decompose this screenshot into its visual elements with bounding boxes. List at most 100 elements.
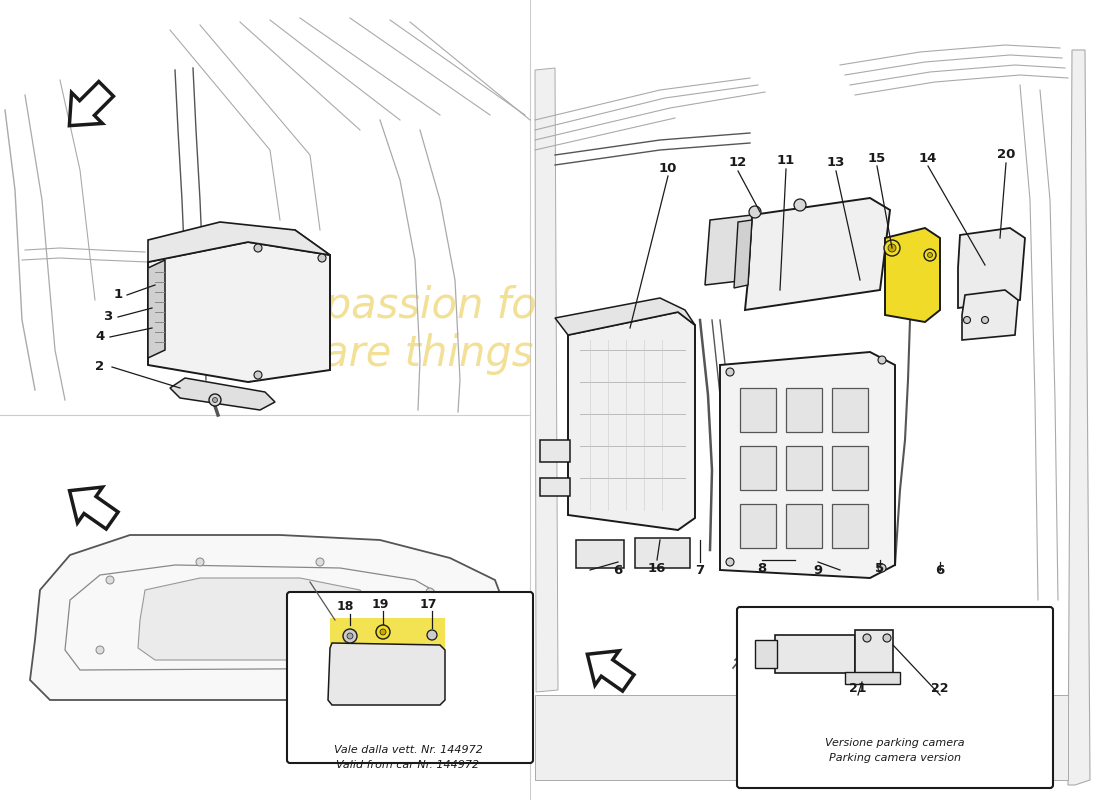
Circle shape [427, 630, 437, 640]
Text: 20: 20 [997, 149, 1015, 162]
Circle shape [106, 576, 114, 584]
Polygon shape [705, 215, 752, 285]
Text: 11: 11 [777, 154, 795, 167]
Bar [776, 635, 855, 673]
Text: 9: 9 [813, 563, 823, 577]
Text: Valid from car Nr. 144972: Valid from car Nr. 144972 [337, 760, 480, 770]
Text: 4: 4 [96, 330, 104, 343]
FancyBboxPatch shape [737, 607, 1053, 788]
Text: 2: 2 [96, 361, 104, 374]
Text: 7: 7 [695, 563, 705, 577]
Circle shape [446, 644, 454, 652]
Circle shape [878, 564, 886, 572]
Circle shape [888, 244, 896, 252]
Bar [740, 504, 776, 548]
Polygon shape [148, 242, 330, 382]
Circle shape [864, 634, 871, 642]
Polygon shape [148, 260, 165, 358]
Polygon shape [248, 230, 330, 382]
Bar [786, 388, 822, 432]
Polygon shape [734, 220, 752, 288]
Polygon shape [69, 487, 118, 529]
Circle shape [254, 371, 262, 379]
Circle shape [749, 206, 761, 218]
Text: 14: 14 [918, 151, 937, 165]
Circle shape [318, 254, 326, 262]
Bar [740, 388, 776, 432]
Circle shape [254, 244, 262, 252]
Text: 10: 10 [659, 162, 678, 174]
Bar [832, 388, 868, 432]
Bar [540, 478, 570, 496]
Circle shape [794, 199, 806, 211]
Polygon shape [745, 198, 890, 310]
Text: 17: 17 [419, 598, 437, 610]
Polygon shape [535, 695, 1068, 780]
Text: Versione parking camera: Versione parking camera [825, 738, 965, 748]
Text: a passion for
rare things: a passion for rare things [286, 285, 554, 375]
Bar [755, 640, 777, 668]
Circle shape [884, 240, 900, 256]
Bar [635, 538, 690, 568]
Circle shape [376, 625, 390, 639]
Polygon shape [958, 228, 1025, 308]
Text: 6: 6 [614, 563, 623, 577]
Circle shape [379, 629, 386, 635]
Bar [786, 504, 822, 548]
Bar [832, 504, 868, 548]
FancyBboxPatch shape [287, 592, 534, 763]
Text: 16: 16 [648, 562, 667, 574]
Bar [855, 630, 893, 678]
Circle shape [196, 558, 204, 566]
Bar [845, 672, 900, 684]
Polygon shape [328, 643, 446, 705]
Text: 19: 19 [372, 598, 388, 610]
Circle shape [209, 394, 221, 406]
Text: Vale dalla vett. Nr. 144972: Vale dalla vett. Nr. 144972 [333, 745, 483, 755]
Text: 18: 18 [337, 601, 354, 614]
Circle shape [96, 646, 104, 654]
Polygon shape [30, 535, 510, 700]
Circle shape [878, 356, 886, 364]
Polygon shape [138, 578, 380, 660]
Polygon shape [69, 82, 113, 126]
Polygon shape [1068, 50, 1090, 785]
Polygon shape [568, 312, 695, 530]
Circle shape [426, 588, 434, 596]
Circle shape [924, 249, 936, 261]
Bar [540, 440, 570, 462]
Polygon shape [170, 378, 275, 410]
Polygon shape [535, 68, 558, 692]
Circle shape [883, 634, 891, 642]
Circle shape [316, 558, 324, 566]
Polygon shape [556, 298, 695, 335]
Circle shape [726, 368, 734, 376]
Text: 5: 5 [876, 562, 884, 574]
Bar [576, 540, 624, 568]
Circle shape [927, 253, 933, 258]
Circle shape [212, 398, 218, 402]
Text: 22: 22 [932, 682, 948, 694]
Polygon shape [720, 352, 895, 578]
Text: 13: 13 [827, 157, 845, 170]
Text: 3: 3 [103, 310, 112, 323]
Polygon shape [148, 222, 330, 262]
Text: Parking camera version: Parking camera version [829, 753, 961, 763]
Polygon shape [962, 290, 1018, 340]
Bar [330, 618, 446, 680]
Circle shape [346, 633, 353, 639]
Text: 1: 1 [113, 289, 122, 302]
Circle shape [343, 629, 358, 643]
Text: 8: 8 [758, 562, 767, 574]
Text: 12: 12 [729, 157, 747, 170]
Bar [786, 446, 822, 490]
Text: 15: 15 [868, 151, 887, 165]
Circle shape [981, 317, 989, 323]
Text: 6: 6 [935, 563, 945, 577]
Text: 21: 21 [849, 682, 867, 694]
Circle shape [964, 317, 970, 323]
Polygon shape [587, 650, 634, 691]
Polygon shape [886, 228, 940, 322]
Bar [740, 446, 776, 490]
Bar [832, 446, 868, 490]
